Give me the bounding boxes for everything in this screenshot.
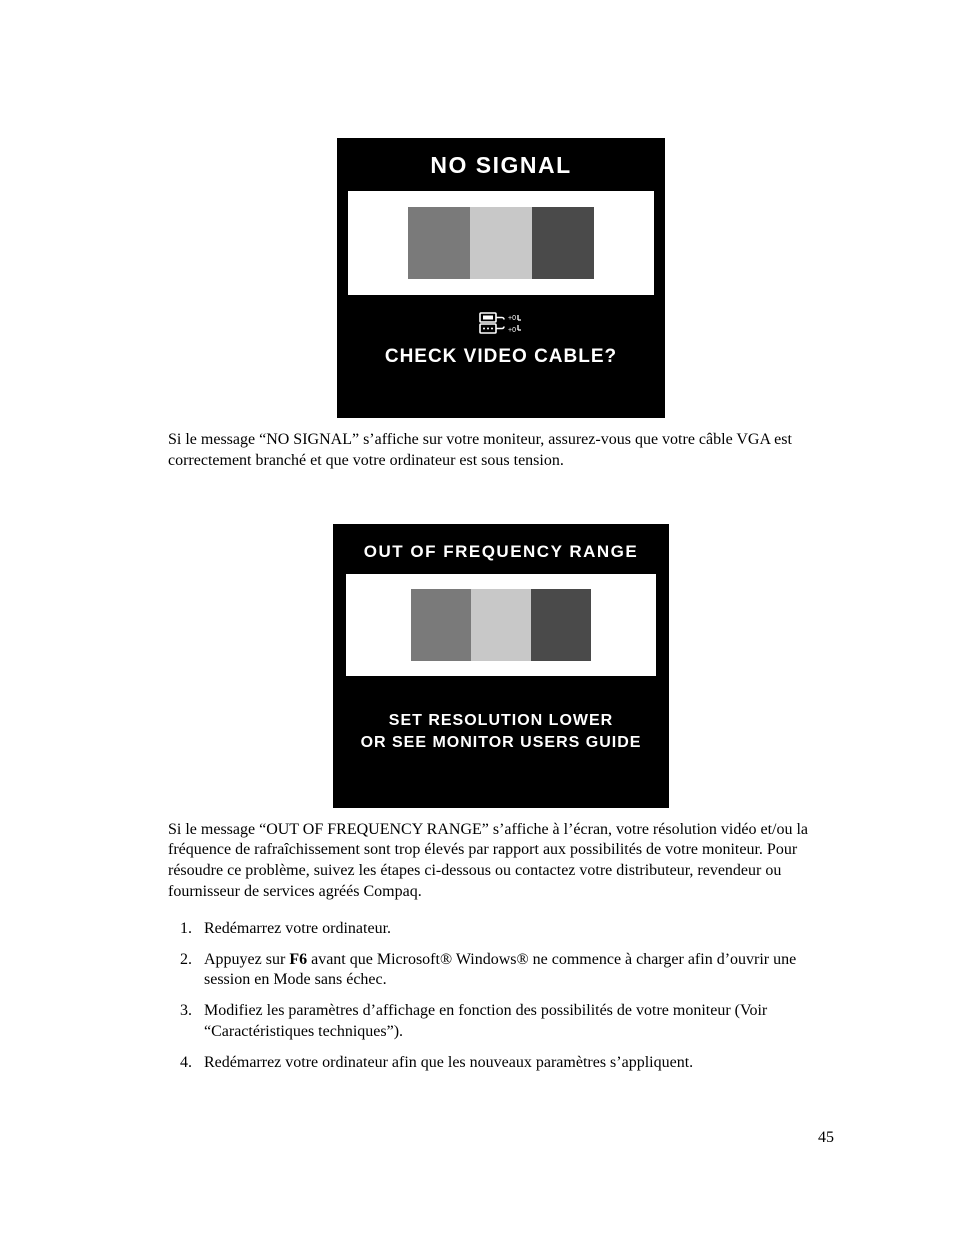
step-3: Modifiez les paramètres d’affichage en f… <box>196 1001 834 1043</box>
osd-message-line-2: OR SEE MONITOR USERS GUIDE <box>361 732 642 754</box>
osd-color-bars <box>411 589 591 661</box>
color-bar-3 <box>531 589 591 661</box>
paragraph-no-signal: Si le message “NO SIGNAL” s’affiche sur … <box>168 430 834 472</box>
color-bar-2 <box>471 589 531 661</box>
video-cable-icon: +0 +0 <box>478 311 524 340</box>
osd-message: SET RESOLUTION LOWER OR SEE MONITOR USER… <box>361 710 642 755</box>
color-bar-3 <box>532 207 594 279</box>
svg-text:+0: +0 <box>508 327 516 334</box>
osd-title: NO SIGNAL <box>430 138 571 189</box>
osd-message-line-1: SET RESOLUTION LOWER <box>361 710 642 732</box>
paragraph-out-of-frequency: Si le message “OUT OF FREQUENCY RANGE” s… <box>168 820 834 903</box>
osd-message: CHECK VIDEO CABLE? <box>385 346 617 368</box>
osd-color-bars-area <box>348 191 654 295</box>
osd-color-bars-area <box>346 574 656 676</box>
step-2: Appuyez sur F6 avant que Microsoft® Wind… <box>196 950 834 992</box>
page-number: 45 <box>818 1129 834 1147</box>
color-bar-1 <box>408 207 470 279</box>
troubleshooting-steps: Redémarrez votre ordinateur. Appuyez sur… <box>168 919 834 1074</box>
step-4: Redémarrez votre ordinateur afin que les… <box>196 1053 834 1074</box>
document-page: NO SIGNAL <box>0 0 954 1235</box>
osd-color-bars <box>408 207 594 279</box>
color-bar-2 <box>470 207 532 279</box>
osd-title: OUT OF FREQUENCY RANGE <box>364 524 638 572</box>
step-2-part-a: Appuyez sur <box>204 951 289 968</box>
svg-text:+0: +0 <box>508 315 516 322</box>
step-2-key: F6 <box>289 951 307 968</box>
osd-out-of-frequency: OUT OF FREQUENCY RANGE SET RESOLUTION LO… <box>333 524 669 808</box>
osd-no-signal: NO SIGNAL <box>337 138 665 418</box>
step-1: Redémarrez votre ordinateur. <box>196 919 834 940</box>
page-content: NO SIGNAL <box>168 138 834 1084</box>
color-bar-1 <box>411 589 471 661</box>
